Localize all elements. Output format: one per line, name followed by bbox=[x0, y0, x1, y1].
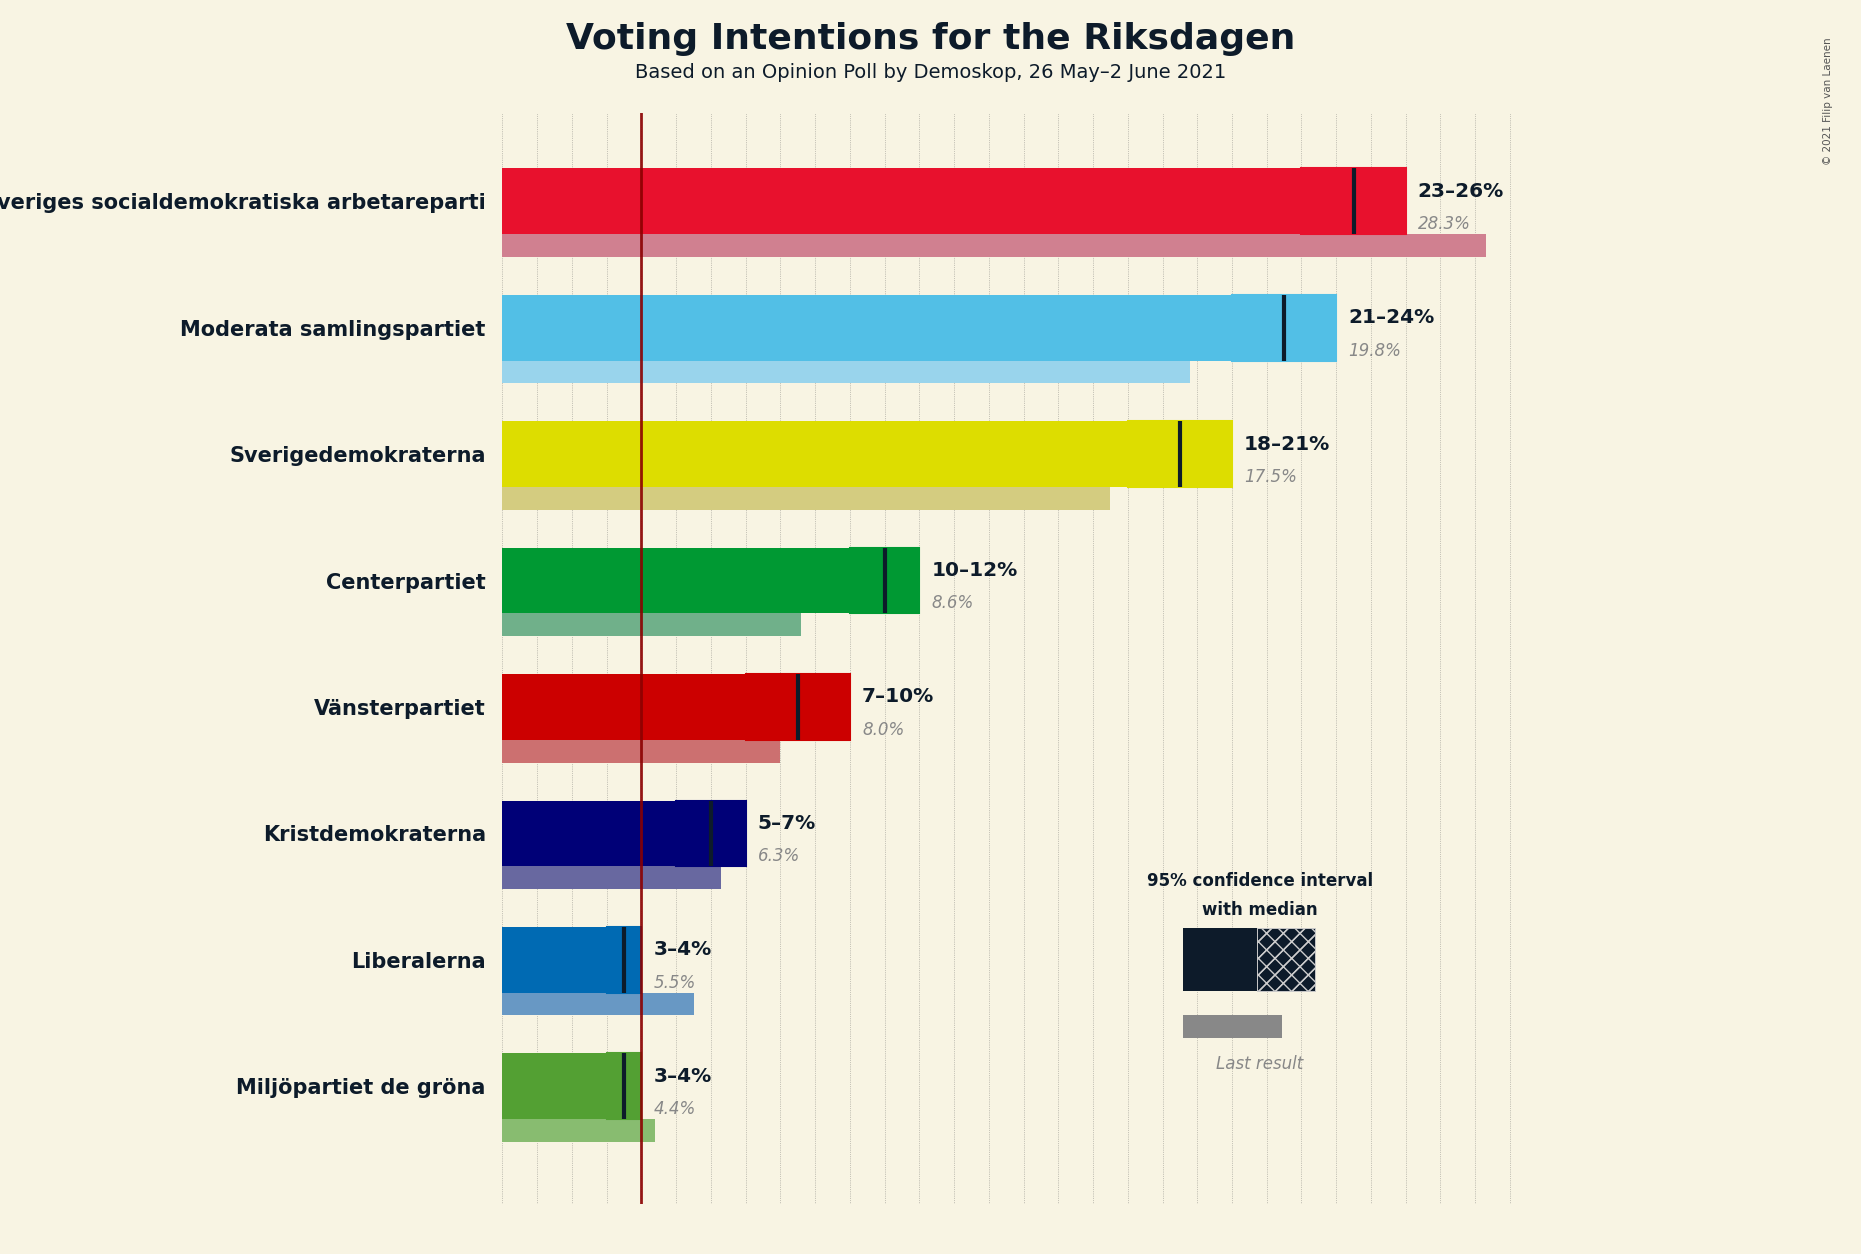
Bar bbox=[1301, 168, 1405, 234]
Bar bbox=[502, 675, 746, 740]
Bar bbox=[502, 613, 802, 636]
Text: 28.3%: 28.3% bbox=[1418, 216, 1470, 233]
Text: Last result: Last result bbox=[1215, 1055, 1303, 1072]
Bar bbox=[850, 548, 919, 613]
Text: 19.8%: 19.8% bbox=[1349, 341, 1401, 360]
Bar bbox=[1301, 168, 1405, 234]
Text: 17.5%: 17.5% bbox=[1245, 468, 1297, 487]
Bar bbox=[607, 927, 642, 993]
Bar bbox=[850, 548, 919, 613]
Bar bbox=[502, 800, 676, 867]
Bar bbox=[1258, 928, 1316, 992]
Bar bbox=[1184, 928, 1258, 992]
Text: 4.4%: 4.4% bbox=[653, 1100, 696, 1119]
Text: Based on an Opinion Poll by Demoskop, 26 May–2 June 2021: Based on an Opinion Poll by Demoskop, 26… bbox=[635, 63, 1226, 82]
Bar bbox=[1184, 1016, 1282, 1038]
Bar bbox=[502, 361, 1191, 384]
Text: with median: with median bbox=[1202, 902, 1318, 919]
Bar bbox=[502, 927, 607, 993]
Text: 7–10%: 7–10% bbox=[862, 687, 934, 706]
Bar bbox=[1128, 421, 1232, 487]
Text: 5.5%: 5.5% bbox=[653, 973, 696, 992]
Bar bbox=[746, 675, 850, 740]
Text: 6.3%: 6.3% bbox=[757, 848, 800, 865]
Bar bbox=[502, 487, 1111, 510]
Bar bbox=[502, 421, 1128, 487]
Bar bbox=[1232, 295, 1336, 361]
Bar bbox=[1128, 421, 1232, 487]
Bar bbox=[502, 1119, 655, 1142]
Text: 95% confidence interval: 95% confidence interval bbox=[1146, 873, 1373, 890]
Text: 10–12%: 10–12% bbox=[932, 561, 1018, 581]
Bar bbox=[607, 927, 642, 993]
Text: 18–21%: 18–21% bbox=[1245, 435, 1331, 454]
Text: Voting Intentions for the Riksdagen: Voting Intentions for the Riksdagen bbox=[566, 23, 1295, 56]
Text: 23–26%: 23–26% bbox=[1418, 182, 1504, 201]
Bar bbox=[502, 295, 1232, 361]
Bar bbox=[676, 800, 746, 867]
Bar bbox=[607, 1053, 642, 1119]
Bar bbox=[502, 234, 1485, 257]
Bar bbox=[502, 993, 694, 1016]
Text: 5–7%: 5–7% bbox=[757, 814, 817, 833]
Text: 21–24%: 21–24% bbox=[1349, 308, 1435, 327]
Bar bbox=[746, 675, 850, 740]
Text: © 2021 Filip van Laenen: © 2021 Filip van Laenen bbox=[1824, 38, 1833, 166]
Bar bbox=[502, 548, 850, 613]
Text: 3–4%: 3–4% bbox=[653, 940, 713, 959]
Bar bbox=[502, 168, 1301, 234]
Bar bbox=[502, 867, 722, 889]
Bar bbox=[1232, 295, 1336, 361]
Bar bbox=[676, 800, 746, 867]
Bar bbox=[1232, 295, 1336, 361]
Bar bbox=[1128, 421, 1232, 487]
Text: 3–4%: 3–4% bbox=[653, 1067, 713, 1086]
Text: 8.0%: 8.0% bbox=[862, 721, 904, 739]
Text: 8.6%: 8.6% bbox=[932, 594, 973, 612]
Bar bbox=[676, 800, 746, 867]
Bar bbox=[850, 548, 919, 613]
Bar bbox=[1258, 928, 1316, 992]
Bar bbox=[502, 740, 780, 762]
Bar bbox=[607, 1053, 642, 1119]
Bar bbox=[607, 927, 642, 993]
Bar bbox=[746, 675, 850, 740]
Bar bbox=[607, 1053, 642, 1119]
Bar bbox=[1301, 168, 1405, 234]
Bar bbox=[502, 1053, 607, 1119]
